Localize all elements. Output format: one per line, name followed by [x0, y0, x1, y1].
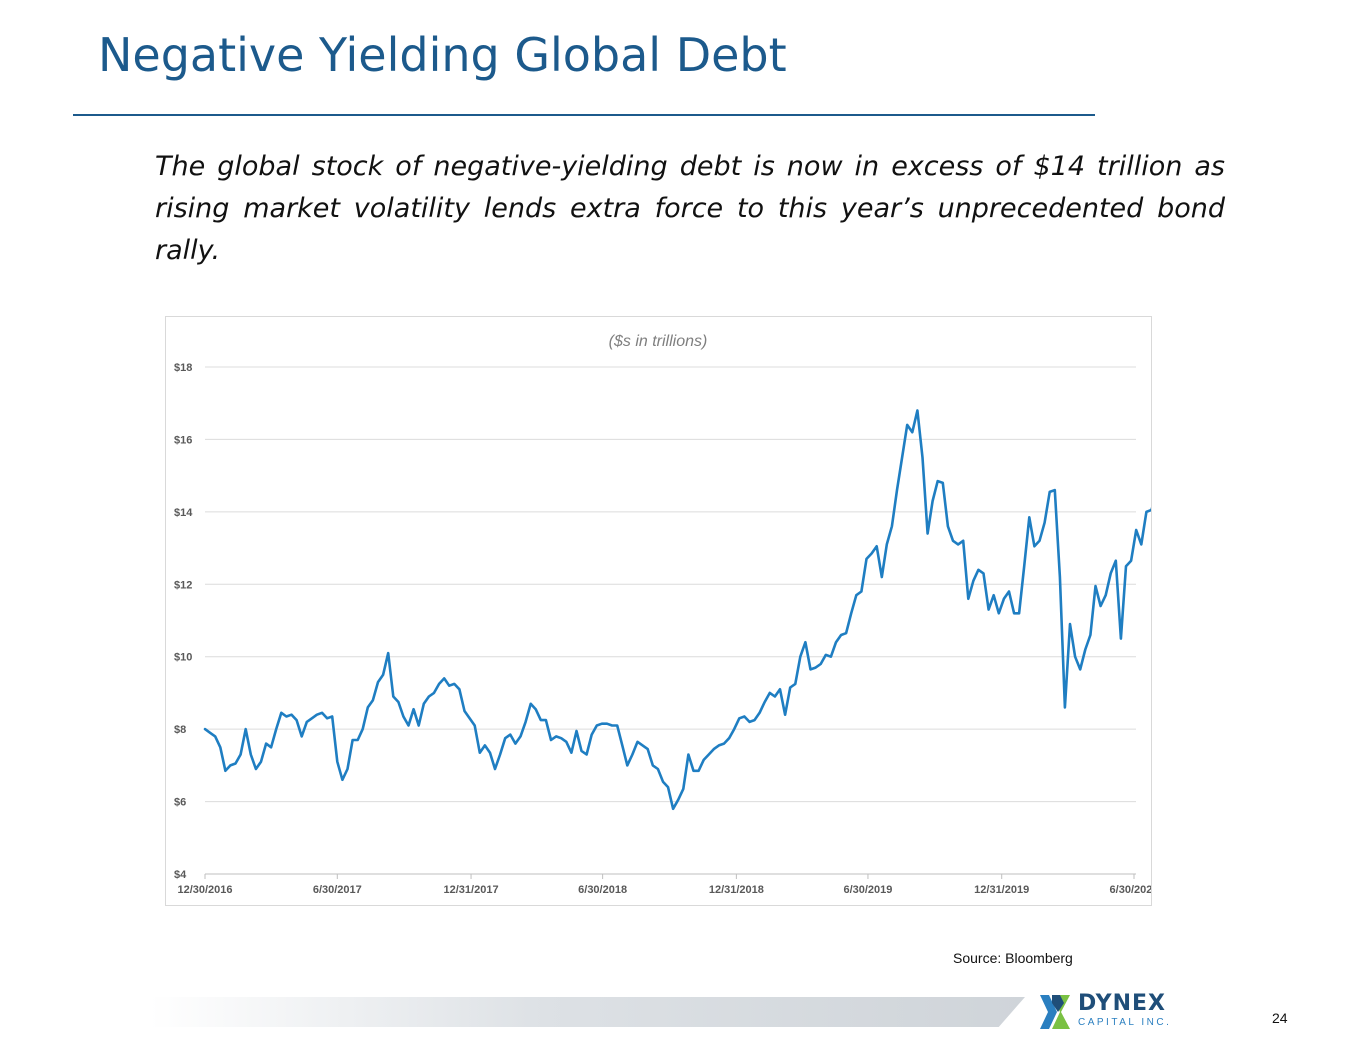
- y-tick-label: $10: [174, 652, 192, 664]
- logo-tagline: CAPITAL INC.: [1078, 1017, 1172, 1028]
- title-divider: [73, 114, 1095, 116]
- x-tick-label: 6/30/2020: [1110, 884, 1151, 896]
- dynex-logo: DYNEX CAPITAL INC.: [1040, 991, 1180, 1033]
- y-tick-label: $16: [174, 434, 192, 446]
- y-tick-label: $6: [174, 797, 186, 809]
- x-tick-label: 12/31/2019: [974, 884, 1029, 896]
- x-tick-label: 6/30/2019: [843, 884, 892, 896]
- chart-container: ($s in trillions) $4 $6 $8 $10 $12 $14 $16 $18 12…: [165, 316, 1152, 906]
- y-tick-label: $12: [174, 579, 192, 591]
- dynex-x-logo-icon: [1040, 995, 1070, 1029]
- page-number: 24: [1272, 1010, 1288, 1026]
- footer-band: [150, 997, 1025, 1027]
- y-tick-label: $18: [174, 362, 192, 374]
- y-tick-label: $4: [174, 869, 187, 881]
- x-tick-label: 12/31/2018: [709, 884, 764, 896]
- y-tick-label: $8: [174, 724, 186, 736]
- x-tick-label: 6/30/2018: [578, 884, 627, 896]
- negative-yield-debt-chart: ($s in trillions) $4 $6 $8 $10 $12 $14 $16 $18 12…: [174, 333, 1151, 896]
- x-tick-label: 12/31/2017: [444, 884, 499, 896]
- logo-name: DYNEX: [1078, 991, 1166, 1016]
- x-tick-label: 12/30/2016: [177, 884, 232, 896]
- slide-title: Negative Yielding Global Debt: [98, 28, 787, 82]
- chart-title: ($s in trillions): [609, 333, 708, 350]
- x-tick-label: 6/30/2017: [313, 884, 362, 896]
- y-tick-label: $14: [174, 507, 193, 519]
- source-note: Source: Bloomberg: [953, 950, 1073, 966]
- series-line: [203, 409, 1151, 811]
- slide-subtitle: The global stock of negative-yielding de…: [155, 151, 1225, 266]
